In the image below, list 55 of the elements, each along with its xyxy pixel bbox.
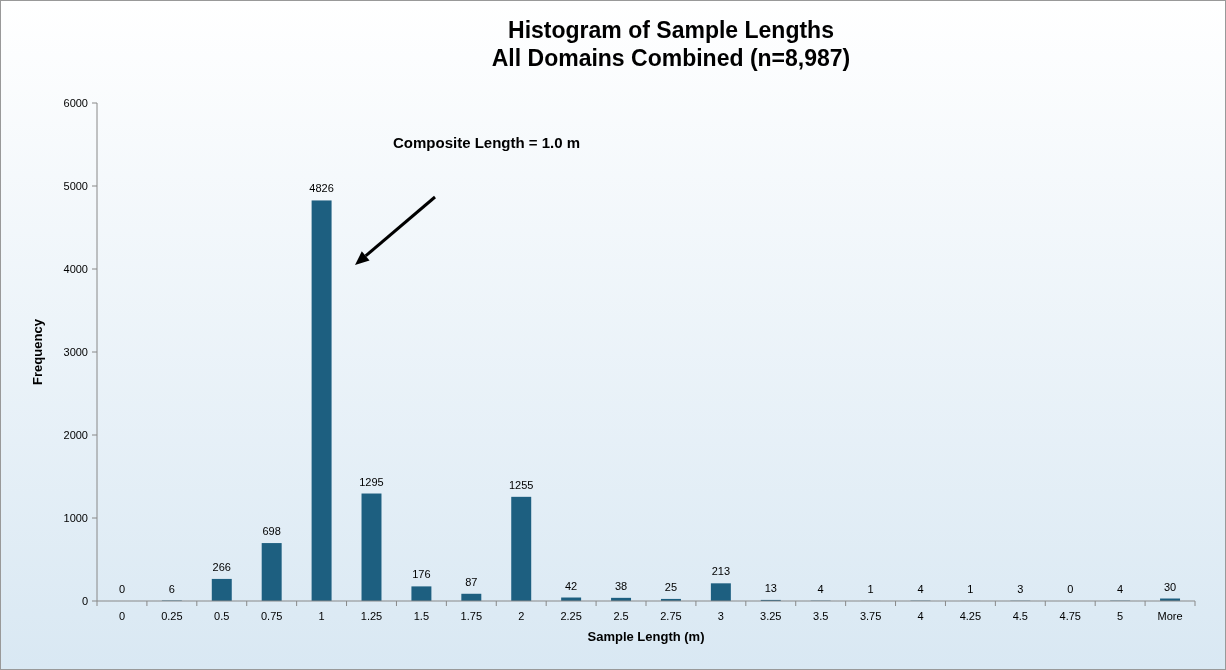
data-label: 25 [664,580,678,593]
y-tick-label: 4000 [63,263,88,275]
data-label: 213 [711,565,731,578]
x-tick-label: 1.5 [413,610,430,622]
chart-title: Histogram of Sample Lengths All Domains Combined (n=8,987) [491,17,851,71]
x-tick-label: 0.25 [161,610,183,622]
x-tick-label: 2.5 [613,610,629,622]
data-label: 698 [262,525,281,538]
y-tick-label: 6000 [63,97,88,109]
data-label: 1295 [359,475,384,488]
x-tick-label: 0.5 [214,610,230,622]
y-tick-label: 3000 [63,346,88,358]
data-label: 1 [867,582,874,595]
data-label: 13 [764,581,777,594]
data-label: 266 [212,560,231,573]
x-tick-label: 5 [1117,610,1124,622]
x-tick-label: 0 [118,610,126,622]
data-label: 4 [1117,582,1124,595]
x-tick-label: 0.75 [260,610,283,622]
y-tick-label: 1000 [63,512,88,524]
data-label: 3 [1017,582,1024,595]
data-label: 176 [412,568,431,581]
x-tick-label: 4 [917,610,924,622]
x-axis-title: Sample Length (m) [587,629,705,644]
x-tick-label: 1.75 [460,610,483,622]
data-label: 1255 [508,478,534,491]
annotation: Composite Length = 1.0 m [393,134,581,151]
y-tick-label: 2000 [63,429,88,441]
data-label: 4826 [309,182,334,195]
y-tick-label: 0 [81,595,88,607]
x-tick-label: 3.5 [813,610,829,622]
data-label: 4 [917,582,924,595]
data-label: 30 [1163,580,1177,593]
x-tick-label: 3.25 [760,610,782,622]
x-tick-label: 3.75 [859,610,882,622]
data-label: 1 [967,582,974,595]
x-tick-label: 4.25 [959,610,982,622]
data-label: 0 [118,583,126,595]
x-tick-label: 2.25 [560,610,582,622]
x-tick-label: 1 [318,610,325,622]
data-label: 4 [817,582,824,595]
x-tick-label: 1.25 [360,610,383,622]
data-label: 87 [465,575,478,588]
x-tick-label: 4.5 [1012,610,1028,622]
x-tick-label: More [1157,610,1183,622]
x-tick-label: 3 [717,610,724,622]
x-tick-label: 2 [518,610,525,622]
x-tick-label: 2.75 [660,610,682,622]
y-axis-title: Frequency [30,318,45,385]
data-label: 6 [168,582,175,595]
x-tick-label: 4.75 [1059,610,1081,622]
y-tick-label: 5000 [63,180,88,192]
data-label: 42 [565,579,578,592]
data-label: 0 [1067,583,1074,595]
data-label: 38 [614,579,628,592]
